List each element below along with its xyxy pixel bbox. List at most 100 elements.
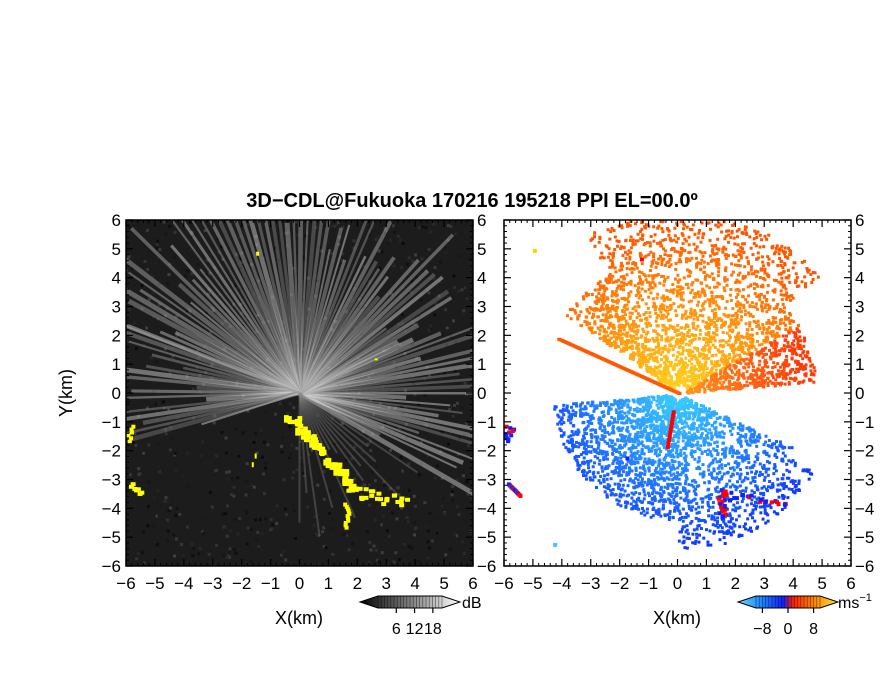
velocity-pixel — [700, 290, 704, 294]
reflectivity-x-tick-label: 2 — [353, 574, 362, 593]
velocity-pixel — [783, 255, 787, 259]
velocity-pixel — [662, 313, 666, 317]
velocity-pixel — [788, 298, 792, 302]
flagged-echo — [344, 504, 349, 509]
velocity-pixel — [593, 300, 597, 304]
noise-speckle — [235, 383, 239, 387]
noise-speckle — [211, 309, 215, 313]
velocity-pixel — [627, 294, 631, 298]
velocity-pixel — [700, 367, 704, 371]
noise-speckle — [161, 389, 165, 393]
echo-ray — [298, 255, 367, 394]
velocity-pixel — [620, 403, 624, 407]
noise-speckle — [418, 536, 422, 540]
noise-speckle — [168, 320, 172, 324]
echo-ray — [298, 392, 377, 463]
velocity-pixel — [699, 262, 703, 266]
noise-speckle — [410, 279, 414, 283]
velocity-pixel — [684, 260, 688, 264]
noise-speckle — [386, 330, 390, 334]
velocity-pixel — [738, 355, 742, 359]
velocity-pixel — [681, 314, 685, 318]
noise-speckle — [218, 370, 222, 374]
flagged-echo — [294, 420, 303, 426]
velocity-pixel — [672, 402, 676, 406]
velocity-pixel — [666, 297, 670, 301]
velocity-pixel — [702, 346, 706, 350]
velocity-pixel — [752, 242, 756, 246]
velocity-pixel — [634, 346, 638, 350]
velocity-pixel — [611, 253, 615, 257]
velocity-pixel — [641, 397, 645, 401]
velocity-pixel — [751, 377, 755, 381]
noise-speckle — [457, 513, 461, 517]
noise-speckle — [207, 292, 211, 296]
velocity-pixel — [688, 258, 692, 262]
velocity-pixel — [733, 322, 737, 326]
velocity-pixel — [633, 352, 637, 356]
velocity-pixel — [764, 346, 768, 350]
velocity-pixel — [627, 300, 631, 304]
velocity-pixel — [760, 347, 764, 351]
noise-speckle — [186, 307, 190, 311]
velocity-pixel — [606, 281, 610, 285]
velocity-pixel — [694, 256, 698, 260]
velocity-pixel — [738, 422, 742, 426]
velocity-pixel — [680, 331, 684, 335]
velocity-pixel — [780, 271, 784, 275]
velocity-pixel — [770, 381, 774, 385]
noise-speckle — [373, 518, 377, 522]
echo-ray — [298, 392, 356, 519]
velocity-pixel — [632, 499, 636, 503]
velocity-pixel — [743, 276, 747, 280]
velocity-pixel — [714, 311, 718, 315]
velocity-pixel — [642, 313, 646, 317]
noise-speckle — [318, 374, 322, 378]
velocity-pixel — [604, 313, 608, 317]
velocity-pixel — [782, 361, 786, 365]
noise-speckle — [465, 297, 469, 301]
velocity-pixel — [645, 460, 649, 464]
velocity-pixel — [710, 354, 714, 358]
velocity-pixel — [628, 267, 632, 271]
velocity-pixel — [697, 231, 701, 235]
velocity-pixel — [757, 384, 761, 388]
velocity-pixel — [742, 376, 746, 380]
velocity-pixel — [724, 266, 728, 270]
velocity-pixel — [715, 377, 719, 381]
velocity-pixel — [671, 353, 675, 357]
echo-ray — [298, 248, 331, 394]
velocity-pixel — [686, 257, 690, 261]
noise-speckle — [410, 326, 414, 330]
noise-speckle — [372, 463, 376, 467]
velocity-pixel — [686, 286, 690, 290]
velocity-pixel — [783, 347, 787, 351]
noise-speckle — [426, 556, 430, 560]
velocity-pixel — [667, 348, 671, 352]
noise-speckle — [361, 430, 365, 434]
velocity-pixel — [715, 372, 719, 376]
noise-speckle — [370, 432, 374, 436]
velocity-pixel — [748, 235, 752, 239]
velocity-pixel — [809, 272, 813, 276]
velocity-pixel — [705, 353, 709, 357]
velocity-pixel — [670, 344, 674, 348]
noise-speckle — [240, 311, 244, 315]
noise-speckle — [347, 435, 351, 439]
velocity-pixel — [724, 356, 728, 360]
velocity-pixel — [712, 244, 716, 248]
velocity-pixel — [707, 330, 711, 334]
velocity-pixel — [645, 408, 649, 412]
velocity-pixel — [773, 343, 777, 347]
noise-speckle — [381, 425, 385, 429]
velocity-pixel — [758, 326, 762, 330]
velocity-pixel — [600, 255, 604, 259]
noise-speckle — [204, 294, 208, 298]
noise-speckle — [209, 391, 213, 395]
noise-speckle — [289, 292, 293, 296]
velocity-pixel — [633, 337, 637, 341]
velocity-pixel — [766, 255, 770, 259]
velocity-pixel — [746, 384, 750, 388]
velocity-pixel — [692, 333, 696, 337]
noise-speckle — [403, 388, 407, 392]
